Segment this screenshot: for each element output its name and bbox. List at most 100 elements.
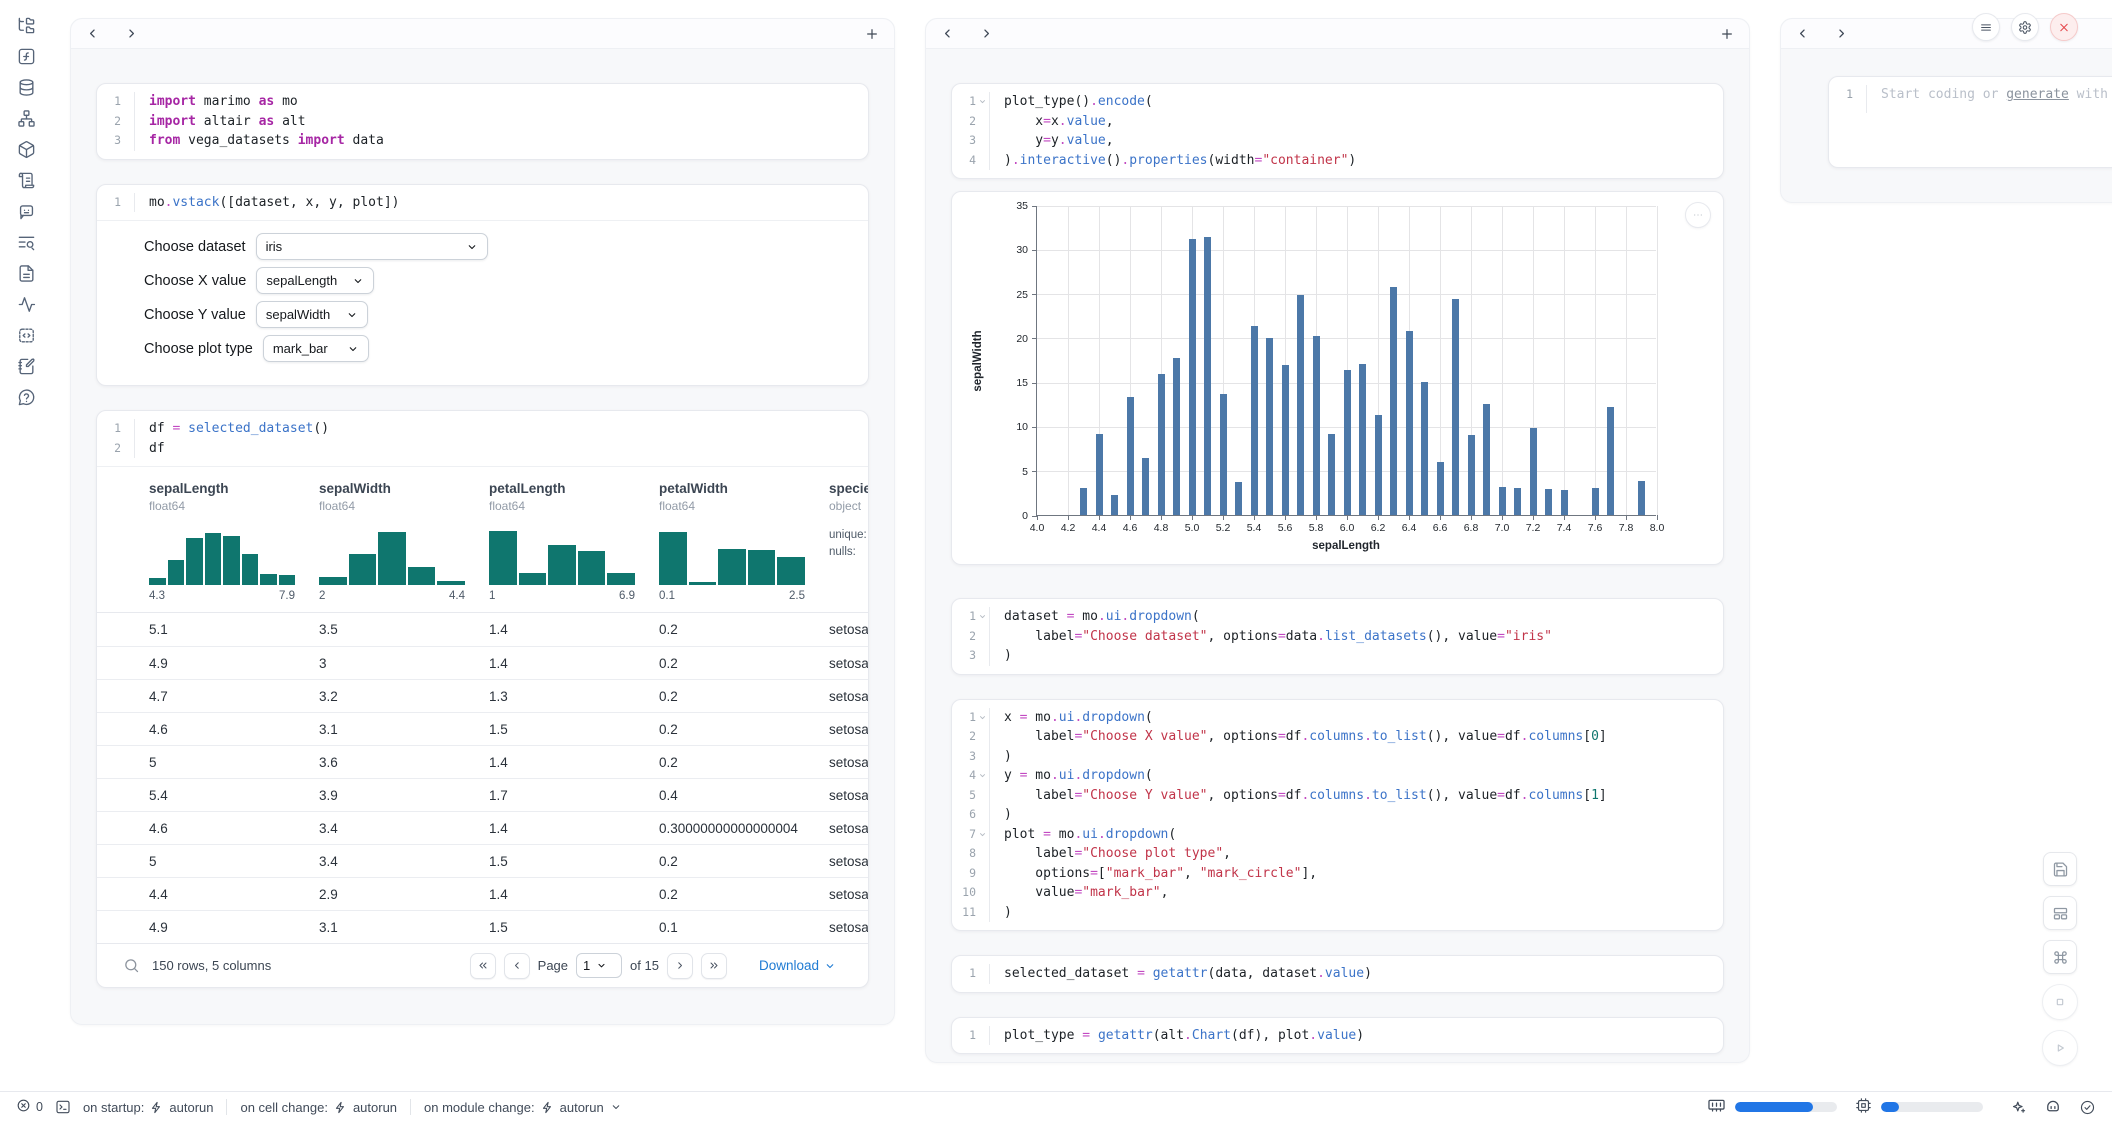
previous-page-button[interactable] [504, 953, 530, 979]
connection-status-button[interactable] [2079, 1099, 2096, 1116]
table-column-header[interactable]: speciesobjectunique:nulls: [829, 481, 869, 602]
layout-button[interactable] [2043, 896, 2077, 930]
copilot-button[interactable] [2044, 1098, 2062, 1116]
code-editor[interactable]: 1selected_dataset = getattr(data, datase… [952, 956, 1723, 992]
chevron-left-icon[interactable] [1795, 26, 1810, 41]
sidebar-item-chat-bot[interactable] [13, 198, 40, 225]
code-editor[interactable]: 123dataset = mo.ui.dropdown( label="Choo… [952, 599, 1723, 674]
ai-assistant-button[interactable] [2010, 1099, 2027, 1116]
table-column-header[interactable]: sepalLengthfloat644.37.9 [149, 481, 319, 602]
range-max: 6.9 [619, 590, 635, 602]
add-column-button[interactable] [864, 26, 880, 42]
code-lines: plot_type().encode( x=x.value, y=y.value… [990, 92, 1723, 170]
chevron-left-icon[interactable] [940, 26, 955, 41]
sidebar-item-document[interactable] [13, 260, 40, 287]
table-column-header[interactable]: sepalWidthfloat6424.4 [319, 481, 489, 602]
sidebar-item-package[interactable] [13, 136, 40, 163]
y-tick-label: 20 [1004, 333, 1028, 345]
code-editor[interactable]: 123import marimo as moimport altair as a… [97, 84, 868, 159]
placeholder-text: Start coding or [1881, 87, 2006, 102]
shutdown-button[interactable] [2050, 13, 2078, 41]
histogram-bar [578, 551, 606, 585]
terminal-button[interactable] [55, 1099, 71, 1115]
next-page-button[interactable] [667, 953, 693, 979]
table-search-button[interactable] [123, 957, 140, 974]
last-page-button[interactable] [701, 953, 727, 979]
sidebar-item-database[interactable] [13, 74, 40, 101]
column-range: 24.4 [319, 590, 465, 602]
generate-with-ai-link[interactable]: generate [2006, 87, 2069, 102]
run-config-on-module-change-[interactable]: on module change:autorun [424, 1100, 622, 1115]
settings-button[interactable] [2011, 13, 2039, 41]
menu-icon [1979, 20, 1993, 35]
chevron-right-icon[interactable] [124, 26, 139, 41]
errors-button[interactable]: 0 [16, 1098, 43, 1116]
sidebar-item-scroll-text[interactable] [13, 167, 40, 194]
chevron-right-icon [674, 959, 686, 972]
y-tick-label: 25 [1004, 289, 1028, 301]
table-column-header[interactable]: petalLengthfloat6416.9 [489, 481, 659, 602]
gutter-row: 3 [97, 131, 134, 151]
code-token: ( [1145, 710, 1153, 725]
notebook-menu-button[interactable] [1972, 13, 2000, 41]
x-circle-icon [16, 1098, 31, 1113]
code-editor[interactable]: 1234plot_type().encode( x=x.value, y=y.v… [952, 84, 1723, 178]
sidebar-item-file-tree[interactable] [13, 12, 40, 39]
code-token: selected_dataset [1004, 966, 1137, 981]
code-token: to_list [1372, 788, 1427, 803]
chart-output-cell: sepalWidth4.04.24.44.64.85.05.25.45.65.8… [951, 191, 1724, 565]
column-dtype: float64 [659, 499, 829, 513]
code-token: mo [1027, 768, 1050, 783]
line-number: 2 [958, 627, 976, 647]
table-cell: setosa [829, 788, 869, 803]
chevron-left-icon[interactable] [85, 26, 100, 41]
choose-dataset-select[interactable]: iris [256, 233, 488, 260]
stop-kernel-button[interactable] [2042, 984, 2078, 1020]
run-config-on-startup-[interactable]: on startup:autorun [83, 1100, 214, 1115]
code-editor[interactable]: 12df = selected_dataset()df [97, 411, 868, 466]
chart-x-axis-label: sepalLength [1036, 540, 1656, 552]
table-cell: 1.4 [489, 821, 659, 836]
sidebar-item-log-search[interactable] [13, 229, 40, 256]
choose-plot-type-select[interactable]: mark_bar [263, 335, 369, 362]
chevron-right-icon[interactable] [1834, 26, 1849, 41]
code-editor[interactable]: 1plot_type = getattr(alt.Chart(df), plot… [952, 1018, 1723, 1054]
command-palette-button[interactable] [2043, 940, 2077, 974]
add-column-button[interactable] [1719, 26, 1735, 42]
download-button[interactable]: Download [753, 957, 842, 974]
chevron-right-icon[interactable] [979, 26, 994, 41]
chart-plot-area[interactable]: 4.04.24.44.64.85.05.25.45.65.86.06.26.46… [1036, 206, 1656, 516]
sidebar-item-dependency-graph[interactable] [13, 105, 40, 132]
code-editor[interactable]: 1234567891011x = mo.ui.dropdown( label="… [952, 700, 1723, 931]
save-button[interactable] [2043, 852, 2077, 886]
code-editor[interactable]: 1Start coding or generate with AI [1829, 77, 2112, 121]
choose-x-value-select[interactable]: sepalLength [256, 267, 374, 294]
first-page-button[interactable] [470, 953, 496, 979]
page-select[interactable]: 1 [576, 953, 622, 978]
sidebar-item-tracing[interactable] [13, 291, 40, 318]
close-icon [2057, 20, 2071, 35]
database-icon [17, 78, 36, 97]
run-config-on-cell-change-[interactable]: on cell change:autorun [240, 1100, 397, 1115]
code-token: selected_dataset [188, 421, 313, 436]
dropdown-label: Choose Y value [144, 307, 246, 323]
plus-icon [864, 26, 880, 42]
table-column-header[interactable]: petalWidthfloat640.12.5 [659, 481, 829, 602]
chart-bar [1189, 239, 1196, 515]
run-all-button[interactable] [2042, 1030, 2078, 1066]
y-axis-tick [1032, 206, 1037, 207]
histogram-bar [777, 557, 805, 585]
code-editor[interactable]: 1mo.vstack([dataset, x, y, plot]) [97, 185, 868, 221]
choose-y-value-select[interactable]: sepalWidth [256, 301, 368, 328]
fold-chevron-icon [976, 830, 989, 839]
code-token: df [1505, 729, 1521, 744]
code-token: . [1364, 788, 1372, 803]
code-token: , options [1208, 629, 1278, 644]
sidebar-item-function-square[interactable] [13, 43, 40, 70]
histogram-bar [349, 554, 377, 585]
code-lines: plot_type = getattr(alt.Chart(df), plot.… [990, 1026, 1723, 1046]
chart-bar [1561, 490, 1568, 515]
sidebar-item-scratchpad[interactable] [13, 353, 40, 380]
sidebar-item-help[interactable] [13, 384, 40, 411]
sidebar-item-snippets[interactable] [13, 322, 40, 349]
